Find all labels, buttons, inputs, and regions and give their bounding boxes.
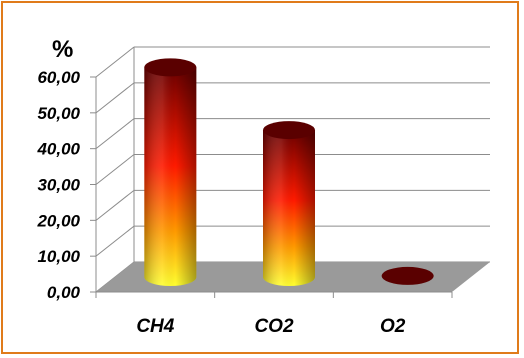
bar bbox=[263, 121, 315, 286]
y-tick-label: 60,00 bbox=[37, 68, 80, 87]
bar-top bbox=[263, 121, 315, 140]
y-tick-label: 20,00 bbox=[36, 211, 80, 230]
y-tick-label: 0,00 bbox=[47, 283, 81, 302]
gridline-diagonal bbox=[95, 118, 135, 150]
y-tick-label: 40,00 bbox=[36, 140, 80, 159]
chart-frame bbox=[1, 1, 519, 354]
bar-shading bbox=[144, 67, 197, 286]
y-axis-ticks: 0,00 10,00 20,00 30,00 40,00 50,00 60,00 bbox=[36, 68, 96, 302]
gridline-diagonal bbox=[95, 82, 135, 114]
y-tick-label: 50,00 bbox=[37, 104, 80, 123]
x-tick-label: CH4 bbox=[136, 316, 174, 337]
x-tick-label: O2 bbox=[380, 316, 406, 337]
gridline-diagonal bbox=[95, 189, 135, 221]
gridline-diagonal bbox=[95, 154, 135, 185]
bar-top bbox=[381, 266, 434, 285]
bars bbox=[144, 58, 434, 286]
gridline-diagonal bbox=[95, 46, 135, 78]
x-tick-label: CO2 bbox=[254, 316, 294, 337]
x-axis-categories: CH4 CO2 O2 bbox=[136, 316, 405, 337]
bar bbox=[381, 266, 434, 285]
bar-shading bbox=[263, 130, 315, 286]
gridline-diagonal bbox=[95, 225, 135, 257]
y-tick-label: 30,00 bbox=[37, 176, 80, 195]
bar-top bbox=[144, 58, 197, 77]
bar bbox=[144, 58, 197, 286]
y-tick-label: 10,00 bbox=[37, 247, 80, 266]
y-unit-label: % bbox=[52, 36, 73, 63]
